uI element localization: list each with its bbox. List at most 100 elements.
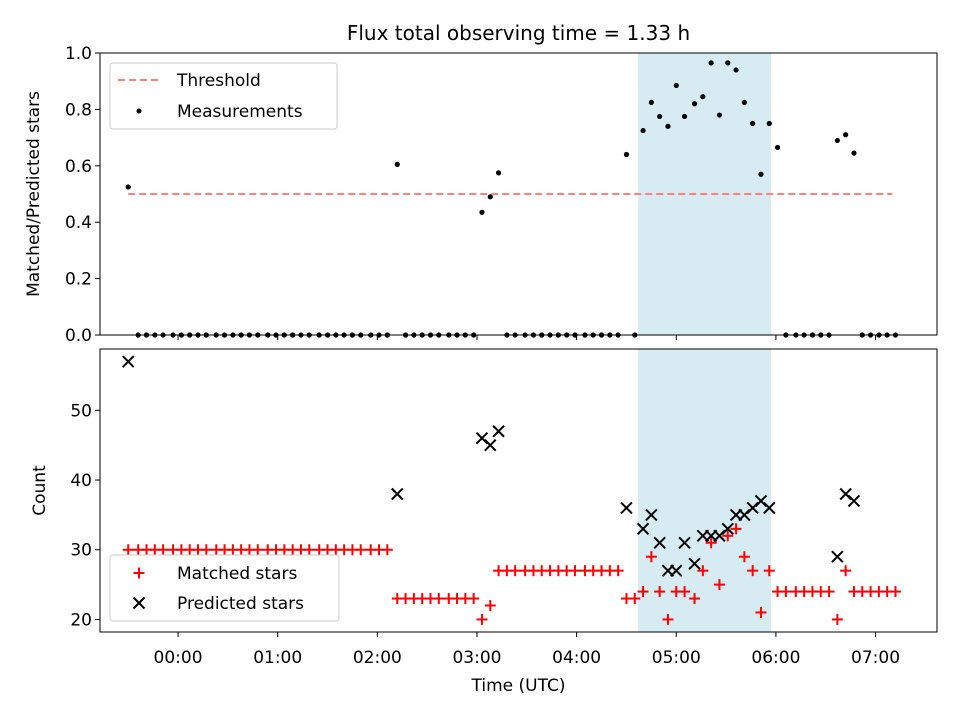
predicted-star-point-b <box>620 501 633 515</box>
predicted-star-point <box>688 557 701 570</box>
measurement-point <box>648 99 654 105</box>
matched-star-point <box>200 544 212 556</box>
predicted-star-point <box>391 487 404 501</box>
predicted-star-point <box>122 355 135 368</box>
matched-star-point <box>689 593 701 605</box>
predicted-star-point-b <box>122 355 135 368</box>
predicted-stars-legend-swatch <box>132 596 146 610</box>
predicted-star-point <box>653 536 666 549</box>
matched-star-point <box>381 544 393 556</box>
measurement-point <box>851 150 857 156</box>
predicted-star-point-b <box>721 522 734 536</box>
predicted-star-point <box>763 501 776 515</box>
predicted-star-point-b <box>391 487 404 501</box>
measurement-point <box>640 127 646 134</box>
measurement-point <box>394 161 400 167</box>
matched-star-point <box>645 551 657 563</box>
matched-star-point <box>303 544 315 556</box>
matched-star-point <box>823 586 835 598</box>
predicted-star-point-b <box>763 501 776 515</box>
matched-star-point <box>654 586 666 598</box>
chart-title: Flux total observing time = 1.33 h <box>347 21 690 45</box>
predicted-star-point <box>484 438 497 452</box>
predicted-star-point-b <box>670 564 683 577</box>
measurement-point <box>843 132 849 138</box>
matched-star-point <box>484 600 496 612</box>
ratio-y-tick-label: 0.8 <box>65 100 92 120</box>
measurement-point <box>657 113 663 120</box>
ratio-panel: 0.0 0.2 0.4 0.6 0.8 1.0 Flux total observing … <box>24 21 938 346</box>
ratio-y-tick-label: 0.2 <box>65 270 92 290</box>
matched-star-point <box>468 593 480 605</box>
matched-star-point <box>612 565 624 577</box>
measurement-point <box>834 137 840 144</box>
measurement-point <box>708 60 714 66</box>
predicted-star-point <box>645 508 658 522</box>
measurement-point <box>623 151 630 158</box>
predicted-stars-legend-marker-b <box>132 596 146 610</box>
counts-legend-box <box>109 554 340 622</box>
matched-star-point <box>629 593 641 605</box>
observing-window-span <box>638 349 771 632</box>
time-x-tick-label: 01:00 <box>253 648 302 668</box>
matched-star-point <box>738 551 750 563</box>
matched-star-point <box>747 565 759 577</box>
time-x-tick-label: 00:00 <box>154 648 203 668</box>
measurement-point <box>733 67 739 73</box>
measurement-point <box>487 194 493 200</box>
measurement-point <box>741 99 747 105</box>
predicted-star-point-b <box>484 438 497 452</box>
counts-panel-frame <box>99 348 938 633</box>
matched-star-point <box>662 613 674 625</box>
measurement-point <box>758 171 764 177</box>
count-y-tick-label: 20 <box>70 610 92 630</box>
predicted-star-point-b <box>636 522 650 536</box>
measurement-point <box>725 60 731 66</box>
matched-star-point <box>637 586 649 598</box>
matched-star-point <box>122 544 134 556</box>
predicted-star-point-b <box>653 536 666 549</box>
matched-star-point <box>722 530 734 542</box>
predicted-star-point-b <box>475 432 489 445</box>
predicted-star-point <box>670 564 683 577</box>
threshold-legend-label: Threshold <box>176 71 261 91</box>
predicted-stars-legend-marker <box>132 596 146 610</box>
predicted-star-point-b <box>754 494 768 508</box>
count-y-tick-label: 40 <box>70 471 92 491</box>
matched-star-point <box>840 565 852 577</box>
ratio-panel-frame <box>99 52 938 336</box>
matched-star-point <box>433 593 445 605</box>
measurement-point <box>774 144 781 151</box>
ratio-y-axis-label: Matched/Predicted stars <box>24 91 44 297</box>
measurement-point <box>495 170 502 176</box>
matched-star-point <box>780 586 792 598</box>
time-x-tick-label: 02:00 <box>353 648 402 668</box>
time-x-tick-label: 05:00 <box>652 648 701 668</box>
predicted-star-point <box>847 494 861 508</box>
predicted-star-point <box>620 501 633 515</box>
predicted-star-point-b <box>678 536 691 549</box>
predicted-star-point-b <box>645 508 658 522</box>
matched-star-point <box>476 613 488 625</box>
matched-star-point <box>831 613 843 625</box>
predicted-stars-legend-label: Predicted stars <box>177 594 304 614</box>
predicted-star-point-b <box>847 494 861 508</box>
counts-legend: Matched stars Predicted stars <box>109 554 340 622</box>
measurement-point <box>673 82 679 89</box>
predicted-star-point <box>636 522 650 536</box>
matched-stars-legend-swatch <box>133 567 145 579</box>
count-y-axis-label: Count <box>30 465 50 516</box>
measurement-point <box>700 94 706 100</box>
predicted-star-point <box>678 536 691 549</box>
measurement-point <box>766 120 772 127</box>
matched-stars-legend-label: Matched stars <box>177 564 297 584</box>
matched-star-point <box>889 586 901 598</box>
time-x-tick-label: 06:00 <box>751 648 800 668</box>
measurement-point <box>716 112 723 118</box>
measurement-point <box>125 184 131 190</box>
ratio-legend-box <box>109 62 338 130</box>
matched-star-point <box>355 544 367 556</box>
matched-star-point <box>755 606 767 618</box>
counts-panel: 20 30 40 50 00:00 01:00 02:00 03:00 04:00 05:00 0… <box>30 348 938 696</box>
